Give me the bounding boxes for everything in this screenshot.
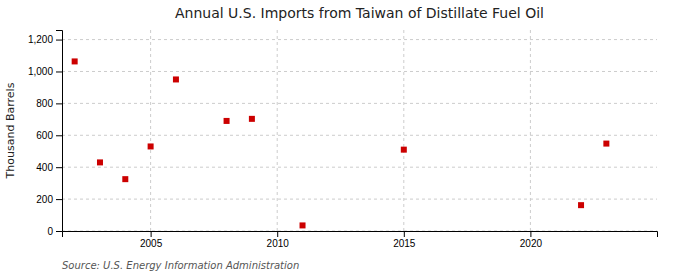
grid-line <box>150 30 151 231</box>
points <box>72 58 610 228</box>
grid-line <box>277 30 278 231</box>
grid-line <box>62 135 657 136</box>
tick-mark <box>56 231 62 232</box>
tick-label: 1,200 <box>28 34 53 45</box>
tick: 200 <box>36 194 62 205</box>
tick-label: 0 <box>47 226 53 237</box>
plot: 2005 2010 2015 2020 0 200 400 600 800 1,000 1,200 <box>28 30 658 249</box>
tick-label: 2015 <box>393 238 416 249</box>
axis-line <box>63 232 658 238</box>
point <box>603 141 609 147</box>
y-axis-label: Thousand Barrels <box>4 82 17 179</box>
tick: 2005 <box>140 231 163 249</box>
tick: 2020 <box>520 231 543 249</box>
source-note: Source: U.S. Energy Information Administ… <box>62 260 299 271</box>
point <box>72 58 78 64</box>
tick: 2015 <box>393 231 416 249</box>
tick: 1,200 <box>28 34 62 45</box>
tick-mark <box>404 231 405 237</box>
grid-line <box>62 199 657 200</box>
point <box>173 76 179 82</box>
tick-label: 600 <box>36 130 53 141</box>
tick-mark <box>56 103 62 104</box>
point <box>97 159 103 165</box>
point <box>300 222 306 228</box>
point <box>224 118 230 124</box>
tick-mark <box>56 199 62 200</box>
chart: 2005 2010 2015 2020 0 200 400 600 800 1,000 1,200 A… <box>0 0 675 275</box>
grid-line <box>403 30 404 231</box>
tick-label: 2005 <box>140 238 163 249</box>
point <box>148 143 154 149</box>
tick-mark <box>56 167 62 168</box>
grid <box>62 30 657 231</box>
tick: 800 <box>36 98 62 109</box>
tick-label: 400 <box>36 162 53 173</box>
tick-mark <box>56 71 62 72</box>
tick-label: 2010 <box>267 238 290 249</box>
tick-label: 200 <box>36 194 53 205</box>
y-axis: 0 200 400 600 800 1,000 1,200 <box>28 31 63 237</box>
tick-mark <box>56 40 62 41</box>
point <box>401 147 407 153</box>
point <box>122 176 128 182</box>
axis-line <box>56 31 63 232</box>
point <box>578 202 584 208</box>
tick: 1,000 <box>28 66 62 77</box>
grid-line <box>62 167 657 168</box>
x-axis: 2005 2010 2015 2020 <box>63 231 658 249</box>
grid-line <box>62 71 657 72</box>
tick-label: 1,000 <box>28 66 53 77</box>
tick: 2010 <box>267 231 290 249</box>
tick-label: 800 <box>36 98 53 109</box>
point <box>249 116 255 122</box>
tick-mark <box>151 231 152 237</box>
tick: 400 <box>36 162 62 173</box>
tick: 0 <box>47 226 62 237</box>
tick-mark <box>56 135 62 136</box>
grid-line <box>530 30 531 231</box>
tick-mark <box>277 231 278 237</box>
title: Annual U.S. Imports from Taiwan of Disti… <box>175 5 544 21</box>
grid-line <box>62 39 657 40</box>
grid-line <box>62 103 657 104</box>
tick: 600 <box>36 130 62 141</box>
tick-label: 2020 <box>520 238 543 249</box>
tick-mark <box>530 231 531 237</box>
